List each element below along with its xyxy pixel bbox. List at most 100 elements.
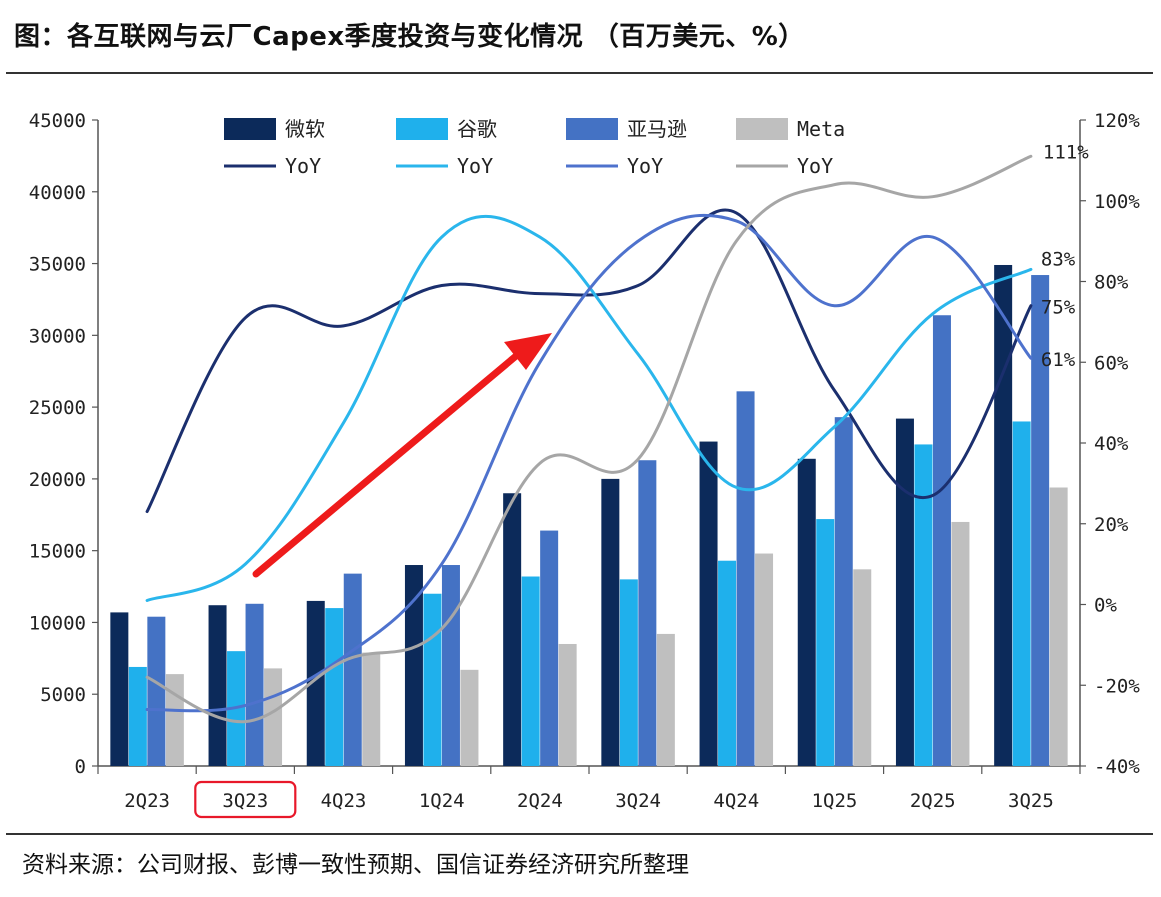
- bar-Meta: [755, 553, 774, 766]
- y-right-tick-label: 20%: [1094, 514, 1129, 536]
- bar-亚马逊: [147, 616, 166, 766]
- bar-微软: [699, 441, 718, 766]
- legend-label-yoy-Meta: YoY: [797, 154, 833, 178]
- x-tick-label: 4Q24: [713, 790, 759, 812]
- y-right-tick-label: 120%: [1094, 110, 1140, 132]
- yoy-line-微软: [145, 208, 1033, 514]
- bar-亚马逊: [343, 573, 362, 766]
- legend-label-亚马逊: 亚马逊: [627, 117, 687, 141]
- bar-亚马逊: [932, 315, 951, 766]
- bar-谷歌: [325, 608, 344, 766]
- legend-swatch-谷歌: [396, 118, 448, 140]
- legend-swatch-亚马逊: [566, 118, 618, 140]
- bar-Meta: [165, 674, 184, 766]
- bar-微软: [404, 565, 423, 766]
- y-right-tick-label: -20%: [1094, 675, 1140, 697]
- yoy-end-label-Meta: 111%: [1043, 141, 1089, 163]
- y-left-tick-label: 30000: [29, 325, 86, 347]
- bar-谷歌: [128, 666, 147, 766]
- yoy-end-label-亚马逊: 61%: [1041, 349, 1076, 371]
- y-left-tick-label: 40000: [29, 182, 86, 204]
- y-right-tick-label: 80%: [1094, 272, 1129, 294]
- legend-label-Meta: Meta: [797, 117, 845, 141]
- axes-group: 0 5000 10000 15000 20000 25000 30000 35000 40000…: [29, 110, 1140, 819]
- legend-group: 微软 谷歌 亚马逊 Meta YoY YoY YoY YoY: [224, 117, 845, 178]
- y-left-tick-label: 0: [75, 756, 86, 778]
- chart-title: 图：各互联网与云厂Capex季度投资与变化情况 （百万美元、%）: [14, 22, 805, 52]
- bar-微软: [110, 612, 129, 766]
- bar-微软: [994, 264, 1013, 766]
- bar-谷歌: [914, 444, 933, 766]
- bar-亚马逊: [245, 603, 264, 766]
- x-tick-label: 3Q24: [615, 790, 661, 812]
- bar-亚马逊: [441, 565, 460, 766]
- y-right-tick-label: 60%: [1094, 352, 1129, 374]
- y-left-tick-label: 10000: [29, 612, 86, 634]
- bar-Meta: [264, 668, 283, 766]
- y-left-tick-label: 45000: [29, 110, 86, 132]
- legend-swatch-Meta: [736, 118, 788, 140]
- bar-Meta: [362, 652, 381, 766]
- x-tick-label: 2Q23: [124, 790, 170, 812]
- y-left-tick-label: 15000: [29, 541, 86, 563]
- bar-Meta: [558, 643, 577, 766]
- x-tick-label: 2Q25: [910, 790, 956, 812]
- legend-label-yoy-微软: YoY: [285, 154, 321, 178]
- source-note: 资料来源：公司财报、彭博一致性预期、国信证券经济研究所整理: [22, 852, 689, 878]
- title-divider: [6, 72, 1153, 74]
- yoy-line-亚马逊: [145, 213, 1033, 713]
- bar-微软: [306, 600, 325, 766]
- bar-微软: [895, 418, 914, 766]
- bar-谷歌: [816, 519, 835, 766]
- legend-label-yoy-谷歌: YoY: [457, 154, 493, 178]
- y-right-tick-label: -40%: [1094, 756, 1140, 778]
- y-left-tick-label: 20000: [29, 469, 86, 491]
- bar-微软: [503, 493, 522, 766]
- bar-谷歌: [423, 593, 442, 766]
- yoy-end-label-谷歌: 83%: [1041, 248, 1076, 270]
- bar-微软: [601, 478, 620, 766]
- y-left-tick-label: 5000: [40, 684, 86, 706]
- bar-谷歌: [718, 560, 737, 766]
- bar-亚马逊: [540, 530, 559, 766]
- yoy-end-label-微软: 75%: [1041, 297, 1076, 319]
- trend-arrow-group: [252, 333, 552, 578]
- bar-谷歌: [1012, 421, 1031, 766]
- y-left-tick-label: 25000: [29, 397, 86, 419]
- bar-Meta: [460, 669, 479, 766]
- bar-Meta: [951, 521, 970, 766]
- y-right-tick-label: 40%: [1094, 433, 1129, 455]
- x-tick-label: 1Q25: [812, 790, 858, 812]
- y-right-tick-label: 0%: [1094, 595, 1117, 617]
- bar-谷歌: [521, 576, 540, 766]
- yoy-lines-group: 75% 83% 61% 111%: [145, 141, 1089, 724]
- legend-label-微软: 微软: [285, 117, 325, 141]
- trend-arrow-shaft: [252, 347, 526, 578]
- x-tick-label: 3Q23: [222, 790, 268, 812]
- bar-亚马逊: [638, 460, 657, 766]
- bars-group: [110, 264, 1068, 766]
- x-tick-label: 3Q25: [1008, 790, 1054, 812]
- bar-Meta: [656, 633, 675, 766]
- yoy-line-Meta: [145, 154, 1033, 724]
- highlight-box: [194, 780, 297, 819]
- x-tick-label: 4Q23: [321, 790, 367, 812]
- bar-亚马逊: [1031, 275, 1050, 766]
- bar-Meta: [853, 569, 872, 766]
- legend-label-yoy-亚马逊: YoY: [627, 154, 663, 178]
- x-tick-label: 1Q24: [419, 790, 465, 812]
- legend-swatch-微软: [224, 118, 276, 140]
- y-right-tick-label: 100%: [1094, 191, 1140, 213]
- yoy-line-谷歌: [145, 214, 1033, 602]
- trend-arrow-head: [504, 333, 552, 370]
- bar-谷歌: [619, 579, 638, 766]
- bar-微软: [797, 458, 816, 766]
- bar-亚马逊: [736, 391, 755, 766]
- bar-亚马逊: [834, 417, 853, 766]
- legend-label-谷歌: 谷歌: [457, 117, 497, 141]
- bar-微软: [208, 605, 227, 766]
- x-tick-label: 2Q24: [517, 790, 563, 812]
- source-divider: [6, 833, 1153, 835]
- y-left-tick-label: 35000: [29, 254, 86, 276]
